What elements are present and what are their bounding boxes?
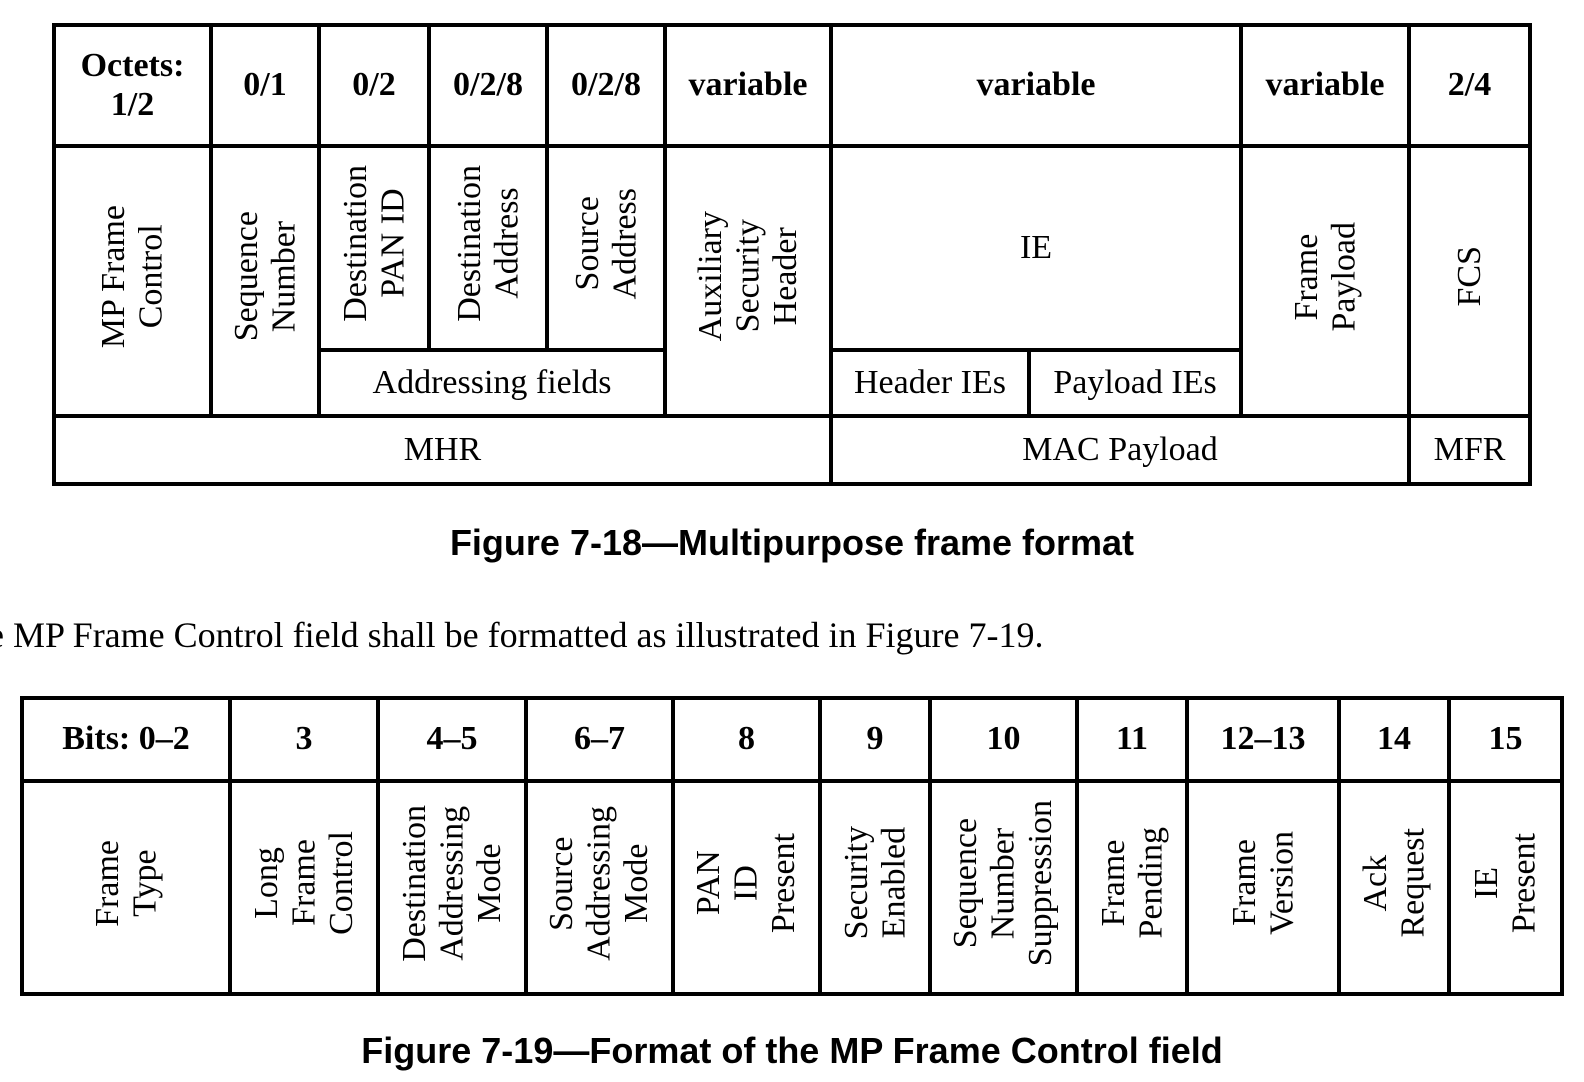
bits-0-2: Bits: 0–2 bbox=[20, 696, 232, 783]
field-long-frame-control: Long Frame Control bbox=[228, 779, 380, 996]
octets-fcs: 2/4 bbox=[1407, 23, 1533, 148]
group-header-ies: Header IEs bbox=[829, 348, 1031, 418]
field-sequence-number: Sequence Number bbox=[209, 144, 321, 418]
field-destination-pan-id: Destination PAN ID bbox=[317, 144, 431, 352]
mp-frame-control-table: Bits: 0–2 3 4–5 6–7 8 9 10 11 12–13 14 1… bbox=[20, 696, 1564, 996]
octets-seq: 0/1 bbox=[209, 23, 321, 148]
octets-src-addr: 0/2/8 bbox=[545, 23, 667, 148]
octets-dest-pan: 0/2 bbox=[317, 23, 431, 148]
field-sequence-number-suppression: Sequence Number Suppression bbox=[928, 779, 1079, 996]
octets-aux-sec: variable bbox=[663, 23, 833, 148]
field-security-enabled: Security Enabled bbox=[818, 779, 932, 996]
field-pan-id-present: PAN ID Present bbox=[671, 779, 822, 996]
bits-12-13: 12–13 bbox=[1185, 696, 1341, 783]
group-payload-ies: Payload IEs bbox=[1026, 348, 1244, 418]
bits-10: 10 bbox=[928, 696, 1079, 783]
bits-6-7: 6–7 bbox=[524, 696, 675, 783]
octets-label: Octets: 1/2 bbox=[52, 23, 213, 148]
figure-7-19-caption: Figure 7-19—Format of the MP Frame Contr… bbox=[361, 1030, 1223, 1071]
bits-4-5: 4–5 bbox=[376, 696, 528, 783]
field-ie: IE bbox=[828, 144, 1244, 352]
group-addressing-fields: Addressing fields bbox=[317, 348, 667, 418]
bits-9: 9 bbox=[818, 696, 932, 783]
octets-dest-addr: 0/2/8 bbox=[427, 23, 549, 148]
bits-15: 15 bbox=[1447, 696, 1564, 783]
field-destination-addressing-mode: Destination Addressing Mode bbox=[376, 779, 528, 996]
field-aux-security-header: Auxiliary Security Header bbox=[663, 144, 833, 418]
field-mp-frame-control: MP Frame Control bbox=[52, 144, 213, 418]
multipurpose-frame-table: Octets: 1/2 0/1 0/2 0/2/8 0/2/8 variable… bbox=[52, 23, 1533, 486]
bits-14: 14 bbox=[1337, 696, 1451, 783]
field-fcs: FCS bbox=[1407, 144, 1533, 418]
field-ack-request: Ack Request bbox=[1337, 779, 1451, 996]
field-frame-version: Frame Version bbox=[1185, 779, 1341, 996]
octets-payload: variable bbox=[1239, 23, 1412, 148]
group-mhr: MHR bbox=[52, 414, 833, 486]
figure-7-18-caption: Figure 7-18—Multipurpose frame format bbox=[449, 522, 1135, 563]
field-ie-present: IE Present bbox=[1447, 779, 1564, 996]
field-frame-payload: Frame Payload bbox=[1239, 144, 1412, 418]
field-destination-address: Destination Address bbox=[427, 144, 549, 352]
group-mfr: MFR bbox=[1407, 414, 1533, 486]
field-source-address: Source Address bbox=[545, 144, 667, 352]
body-paragraph: he MP Frame Control field shall be forma… bbox=[0, 615, 1044, 655]
bits-11: 11 bbox=[1075, 696, 1189, 783]
group-mac-payload: MAC Payload bbox=[828, 414, 1412, 486]
field-source-addressing-mode: Source Addressing Mode bbox=[524, 779, 675, 996]
octets-ie: variable bbox=[828, 23, 1244, 148]
field-frame-type: Frame Type bbox=[20, 779, 232, 996]
bits-3: 3 bbox=[228, 696, 380, 783]
bits-8: 8 bbox=[671, 696, 822, 783]
field-frame-pending: Frame Pending bbox=[1075, 779, 1189, 996]
